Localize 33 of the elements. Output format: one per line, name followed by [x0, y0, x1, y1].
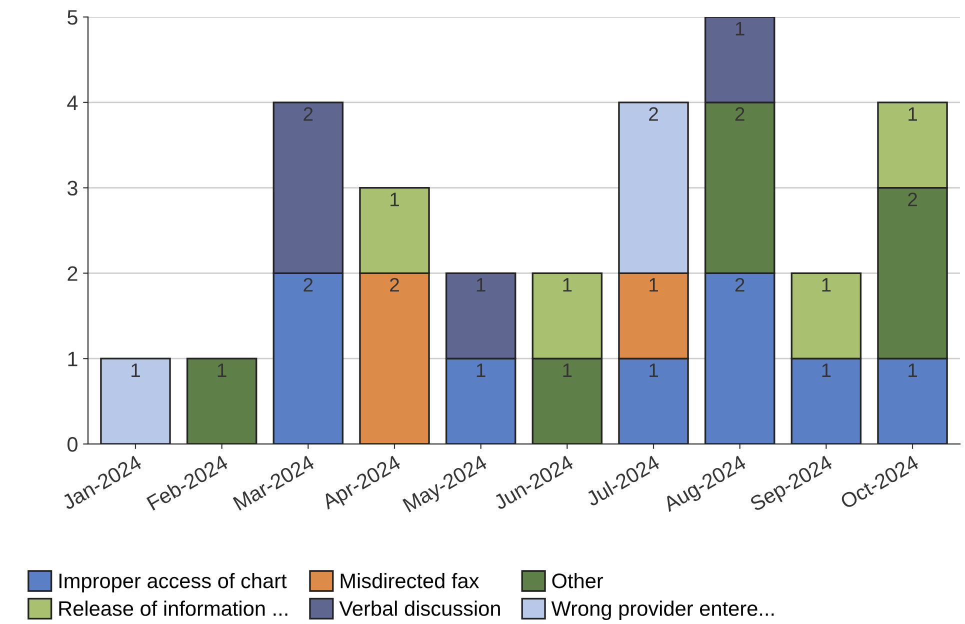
data-label: 1 — [650, 364, 658, 377]
data-label: 1 — [908, 107, 917, 121]
data-label: 1 — [736, 22, 744, 36]
data-label: 2 — [304, 107, 313, 121]
legend-label: Release of information ... — [59, 600, 288, 616]
data-label: 1 — [563, 278, 572, 292]
data-label: 2 — [735, 278, 744, 292]
data-label: 1 — [822, 278, 831, 292]
legend-label: Misdirected fax — [340, 572, 480, 588]
data-label: 1 — [132, 364, 140, 377]
legend-label: Improper access of chart — [59, 572, 287, 592]
data-label: 1 — [908, 364, 917, 377]
data-label: 2 — [908, 192, 917, 206]
legend-label: Other — [552, 572, 604, 588]
data-label: 1 — [563, 364, 572, 377]
y-tick-label: 1 — [68, 352, 78, 366]
data-label: 1 — [650, 278, 658, 292]
data-label: 1 — [218, 364, 226, 377]
data-label: 2 — [649, 107, 658, 121]
legend-label: Verbal discussion — [339, 600, 500, 616]
data-label: 2 — [390, 278, 399, 292]
data-label: 1 — [476, 364, 486, 377]
y-tick-label: 0 — [68, 437, 78, 452]
data-label: 2 — [304, 278, 313, 292]
legend-label: Wrong provider entere... — [551, 600, 774, 620]
y-tick-label: 5 — [68, 10, 78, 25]
y-tick-label: 2 — [68, 266, 78, 281]
data-label: 1 — [822, 364, 831, 377]
y-tick-label: 3 — [67, 180, 78, 196]
data-label: 2 — [735, 107, 744, 121]
data-label: 1 — [390, 192, 399, 206]
y-tick-label: 4 — [67, 96, 78, 110]
data-label: 1 — [476, 278, 486, 292]
